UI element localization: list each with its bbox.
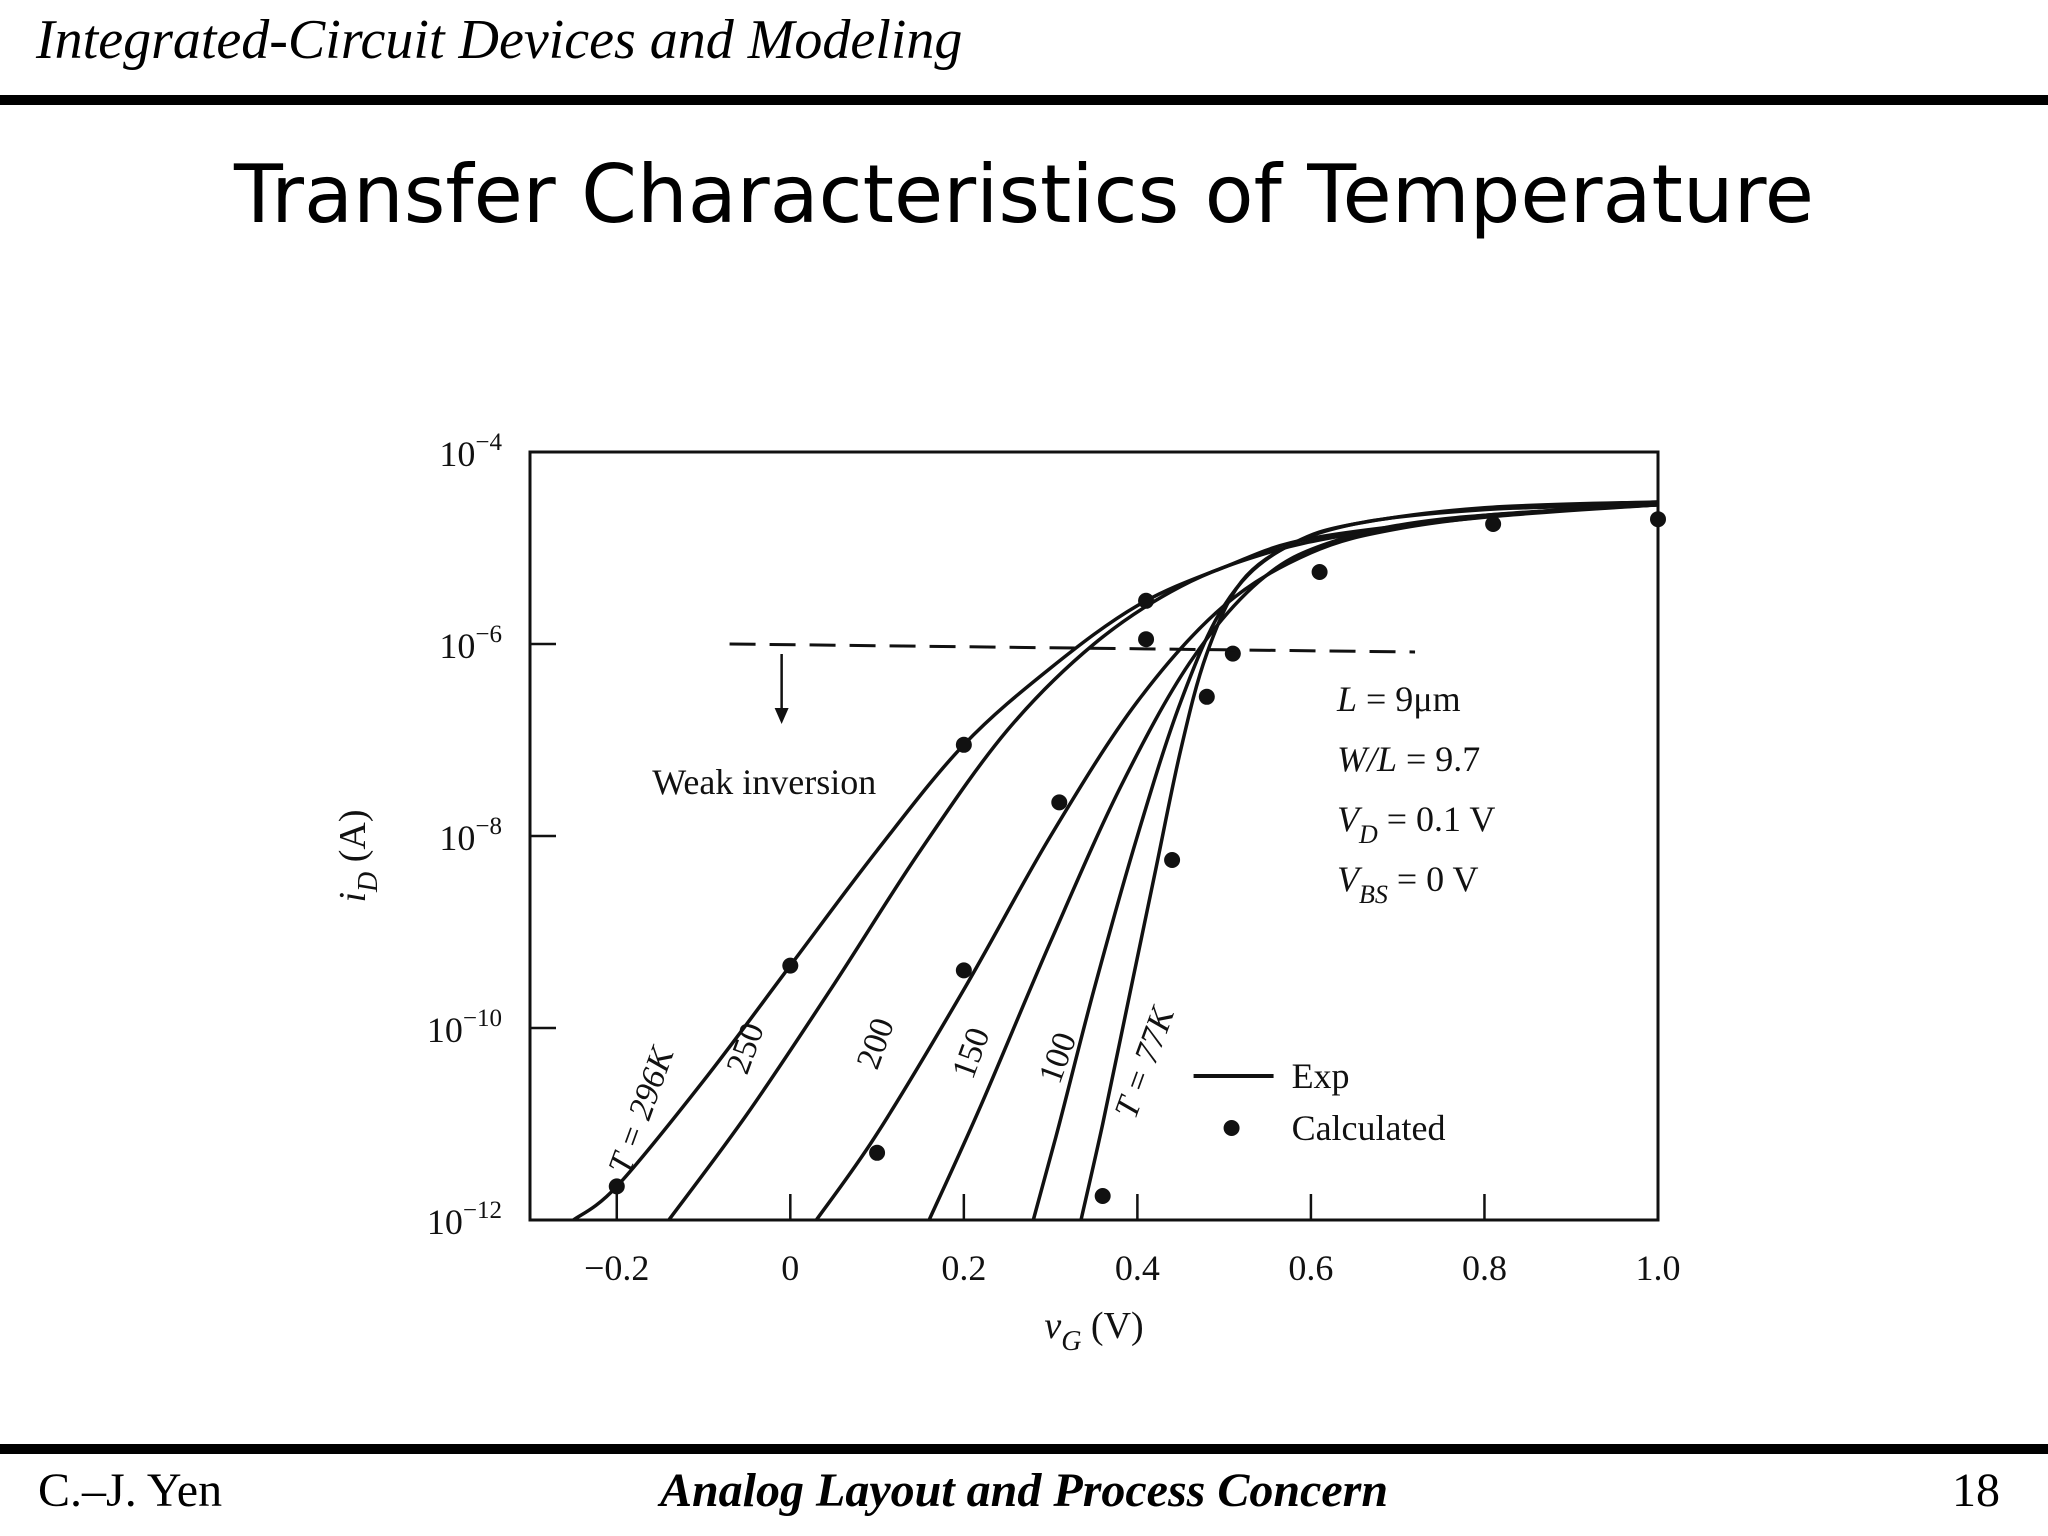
calculated-point (1650, 511, 1666, 528)
y-tick-label: 10−6 (439, 621, 502, 666)
curve-label: 200 (850, 1013, 902, 1074)
transfer-chart: −0.2 0 0.2 0.4 0.6 0.8 1.0 10−4 10−6 10−8 10−10 10−… (332, 429, 1681, 1357)
param-line: L = 9μm (1336, 679, 1461, 719)
y-tick-label: 10−8 (439, 813, 502, 858)
x-tick-label: 1.0 (1636, 1248, 1681, 1288)
series-curve-3 (927, 503, 1659, 1221)
calculated-point (1311, 564, 1328, 580)
x-tick-label: 0.6 (1288, 1248, 1333, 1288)
calculated-point (955, 736, 972, 753)
legend-dot-marker (1223, 1120, 1240, 1136)
calculated-point (1138, 592, 1155, 609)
weak-inversion-label: Weak inversion (652, 762, 876, 802)
curve-label: 150 (945, 1023, 997, 1084)
x-axis-label: vG (V) (1044, 1305, 1143, 1357)
param-line: W/L = 9.7 (1337, 739, 1480, 779)
calculated-point (1485, 516, 1502, 532)
y-tick-label: 10−12 (427, 1197, 502, 1242)
param-line: VBS = 0 V (1337, 859, 1479, 909)
x-tick-label: 0.4 (1115, 1248, 1160, 1288)
weak-inversion-line (729, 642, 1416, 654)
calculated-point (1164, 852, 1181, 868)
series-curve-2 (814, 503, 1659, 1222)
weak-inversion-arrowhead (774, 708, 789, 724)
calculated-point (1094, 1188, 1111, 1204)
curve-label: 100 (1032, 1028, 1084, 1089)
curve-label: T = 296K (602, 1040, 683, 1179)
slide-title: Transfer Characteristics of Temperature (234, 148, 1814, 241)
calculated-point (608, 1178, 625, 1195)
curve-label: 250 (720, 1018, 772, 1079)
y-axis-label: iD (A) (332, 809, 384, 902)
calculated-point (1224, 645, 1241, 662)
x-tick-label: 0.8 (1462, 1248, 1507, 1288)
calculated-point (955, 962, 972, 979)
footer-author: C.–J. Yen (38, 1464, 223, 1517)
curve-label: T = 77K (1108, 1000, 1183, 1123)
course-header: Integrated-Circuit Devices and Modeling (36, 9, 963, 71)
footer-rule (0, 1444, 2048, 1454)
series-curve-5 (1079, 500, 1659, 1221)
x-tick-label: 0.2 (941, 1248, 986, 1288)
x-tick-label: −0.2 (584, 1248, 649, 1288)
calculated-point (782, 957, 799, 974)
calculated-point (1138, 631, 1155, 648)
calculated-point (1198, 688, 1215, 705)
footer-course: Analog Layout and Process Concern (659, 1464, 1389, 1517)
page-number: 18 (1952, 1464, 2000, 1517)
legend-exp-label: Exp (1292, 1056, 1350, 1096)
legend-calculated-label: Calculated (1292, 1108, 1446, 1148)
calculated-point (1051, 794, 1068, 811)
param-line: VD = 0.1 V (1337, 799, 1495, 849)
y-tick-label: 10−10 (427, 1005, 502, 1050)
x-tick-label: 0 (781, 1248, 799, 1288)
calculated-point (869, 1144, 886, 1161)
y-tick-label: 10−4 (439, 429, 502, 474)
series-curve-1 (667, 503, 1659, 1222)
header-rule (0, 95, 2048, 105)
